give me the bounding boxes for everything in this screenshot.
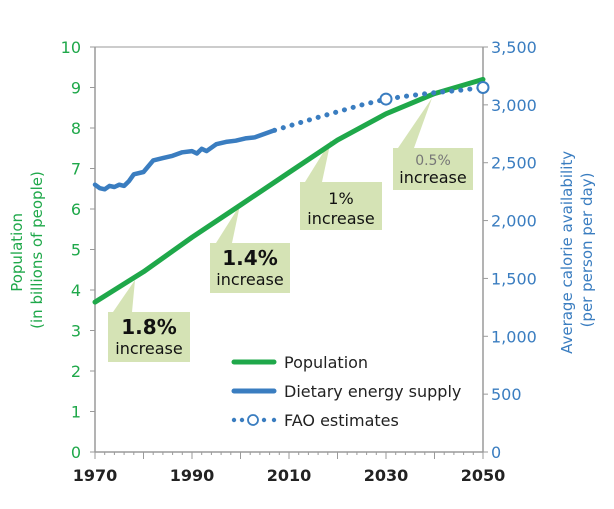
callout-text: increase — [216, 270, 283, 289]
y-tick-label-right: 3,000 — [491, 96, 537, 115]
y-tick-label-right: 0 — [491, 443, 501, 462]
legend-marker-icon — [247, 414, 259, 426]
fao-estimate-marker — [476, 81, 490, 94]
y-tick-label-left: 7 — [71, 160, 81, 179]
y-tick-label-left: 9 — [71, 79, 81, 98]
x-tick-label: 1970 — [73, 466, 118, 485]
callout-pointer — [216, 205, 240, 243]
y-axis-label-right: Average calorie availability (per person… — [558, 146, 596, 354]
y-tick-label-right: 2,000 — [491, 212, 537, 231]
series-dietary-energy-supply-line — [92, 128, 277, 192]
series-population-line — [92, 76, 486, 305]
callout-box — [300, 182, 382, 230]
legend-label: FAO estimates — [284, 411, 399, 430]
y-tick-label-left: 4 — [71, 281, 81, 300]
y-tick-label-left: 8 — [71, 119, 81, 138]
callout-pointer — [398, 98, 432, 148]
legend-dot — [231, 417, 237, 423]
legend: Population Dietary energy supply FAO estim… — [231, 353, 461, 430]
callout-box — [210, 243, 290, 293]
callout-rate: 0.5% — [415, 153, 451, 169]
callout-box — [393, 148, 473, 190]
x-tick-label: 2030 — [364, 466, 409, 485]
y-tick-label-left: 2 — [71, 362, 81, 381]
series-fao-estimates-line — [272, 85, 486, 133]
y-axis-label-left-line2: (in billions of people) — [28, 171, 46, 329]
y-axis-label-left: Population (in billions of people) — [8, 171, 46, 329]
callout-rate: 1.8% — [121, 315, 176, 339]
annotation-callout: 1.8%increase — [108, 280, 190, 362]
y-tick-label-left: 3 — [71, 322, 81, 341]
y-tick-label-right: 3,500 — [491, 38, 537, 57]
y-tick-label-left: 0 — [71, 443, 81, 462]
annotation-callout: 1%increase — [300, 140, 382, 230]
legend-label: Population — [284, 353, 368, 372]
legend-item: Dietary energy supply — [231, 382, 461, 401]
legend-dot — [239, 417, 245, 423]
x-tick-label: 2050 — [461, 466, 506, 485]
legend-label: Dietary energy supply — [284, 382, 461, 401]
callout-box — [108, 312, 190, 362]
x-tick-label: 2010 — [267, 466, 312, 485]
legend-dot — [271, 417, 277, 423]
y-tick-label-left: 6 — [71, 200, 81, 219]
annotation-callout: 1.4%increase — [210, 205, 290, 293]
y-axis-label-left-line1: Population — [8, 213, 26, 292]
y-tick-label-left: 10 — [61, 38, 81, 57]
y-tick-label-left: 5 — [71, 241, 81, 260]
legend-item: FAO estimates — [231, 411, 399, 430]
legend-item: Population — [231, 353, 368, 372]
fao-estimate-marker — [379, 92, 393, 106]
legend-dot — [261, 417, 267, 423]
y-axis-label-right-line2: (per person per day) — [578, 173, 596, 328]
callout-rate: 1.4% — [222, 246, 277, 270]
annotation-callout: 0.5%increase — [393, 98, 473, 190]
y-axis-label-right-line1: Average calorie availability — [558, 151, 576, 354]
y-tick-label-left: 1 — [71, 403, 81, 422]
x-tick-label: 1990 — [170, 466, 215, 485]
callout-text: increase — [307, 209, 374, 228]
y-tick-label-right: 500 — [491, 385, 522, 404]
y-tick-label-right: 1,500 — [491, 269, 537, 288]
callout-pointer — [113, 280, 135, 312]
y-tick-label-right: 1,000 — [491, 327, 537, 346]
callout-text: increase — [399, 168, 466, 187]
y-tick-label-right: 2,500 — [491, 154, 537, 173]
callout-rate: 1% — [328, 189, 353, 208]
callout-text: increase — [115, 339, 182, 358]
